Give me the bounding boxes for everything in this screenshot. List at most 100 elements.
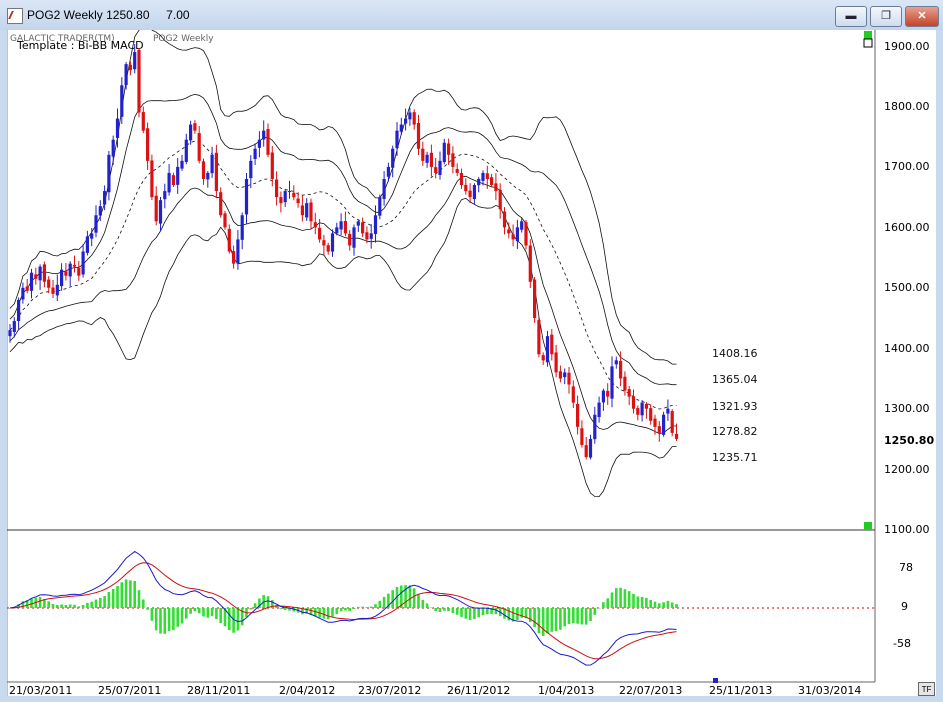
histogram-bar bbox=[331, 608, 334, 617]
macd-tick-label: -58 bbox=[893, 637, 911, 650]
candle-body bbox=[51, 287, 55, 294]
histogram-bar bbox=[339, 608, 343, 612]
histogram-bar bbox=[391, 590, 394, 608]
histogram-bar bbox=[172, 608, 175, 631]
candle-body bbox=[17, 299, 21, 322]
candle-body bbox=[214, 152, 218, 192]
candle-body bbox=[210, 154, 214, 174]
histogram-bar bbox=[103, 596, 106, 608]
histogram-bar bbox=[348, 608, 351, 612]
candle-body bbox=[640, 402, 644, 416]
candle-body bbox=[25, 286, 29, 291]
candle bbox=[68, 261, 72, 287]
histogram-bar bbox=[193, 608, 197, 612]
candle bbox=[77, 261, 81, 281]
candle bbox=[395, 122, 399, 156]
histogram-bar bbox=[271, 600, 274, 608]
candle bbox=[313, 212, 317, 235]
restore-button[interactable]: ❐ bbox=[870, 6, 902, 27]
candle bbox=[356, 219, 360, 233]
histogram-bar bbox=[266, 596, 270, 608]
histogram-bar bbox=[215, 608, 218, 619]
minimize-button[interactable]: ▬ bbox=[835, 6, 867, 27]
candle-body bbox=[227, 228, 231, 252]
candle-body bbox=[266, 129, 270, 155]
y-tick-label: 1600.00 bbox=[884, 221, 930, 234]
x-tick-label: 2/04/2012 bbox=[279, 684, 335, 696]
candle-body bbox=[421, 148, 425, 161]
candle bbox=[25, 279, 29, 294]
vendor-label: GALACTIC TRADER(TM) bbox=[10, 34, 115, 44]
x-tick-label: 25/07/2011 bbox=[98, 684, 161, 696]
histogram-bar bbox=[344, 608, 347, 611]
candle bbox=[72, 255, 77, 273]
candle-body bbox=[253, 148, 257, 159]
histogram-bar bbox=[137, 590, 141, 608]
histogram-bar bbox=[146, 608, 149, 610]
histogram-bar bbox=[292, 608, 296, 612]
chart-app-icon[interactable] bbox=[7, 8, 23, 24]
candle bbox=[606, 383, 610, 405]
candle-body bbox=[666, 408, 670, 414]
histogram-bar bbox=[421, 599, 425, 608]
macd-tick-label: 9 bbox=[901, 600, 908, 613]
histogram-bar bbox=[236, 608, 240, 631]
tf-button[interactable]: TF bbox=[918, 682, 935, 696]
candle bbox=[631, 389, 636, 414]
candle-body bbox=[490, 177, 494, 186]
candle-body bbox=[468, 190, 472, 198]
x-tick-label: 21/03/2011 bbox=[9, 684, 72, 696]
candle-body bbox=[550, 334, 554, 355]
candle-body bbox=[631, 396, 636, 409]
chart-area[interactable]: GALACTIC TRADER(TM) POG2 Weekly Template… bbox=[6, 26, 936, 697]
candle-body bbox=[176, 166, 180, 185]
candle-body bbox=[412, 112, 416, 125]
candle bbox=[459, 168, 464, 189]
candle-body bbox=[90, 233, 94, 239]
candle-body bbox=[571, 386, 575, 403]
close-button[interactable]: ✕ bbox=[905, 6, 939, 27]
candle bbox=[520, 217, 524, 233]
candle bbox=[189, 120, 193, 145]
candle bbox=[524, 219, 528, 250]
x-tick-label: 31/03/2014 bbox=[798, 684, 861, 696]
candle-body bbox=[201, 161, 206, 179]
candle bbox=[184, 133, 188, 165]
y-tick-label: 1900.00 bbox=[884, 40, 930, 53]
candle bbox=[399, 117, 403, 135]
histogram-bar bbox=[30, 597, 33, 608]
candle-body bbox=[309, 202, 313, 222]
candle-body bbox=[610, 366, 614, 399]
candle-body bbox=[335, 227, 339, 234]
candle bbox=[249, 155, 253, 189]
settings-marker[interactable] bbox=[863, 38, 873, 48]
candle-body bbox=[287, 191, 292, 193]
candle bbox=[593, 406, 597, 444]
candle bbox=[219, 187, 223, 218]
histogram-bar bbox=[627, 591, 631, 608]
histogram-bar bbox=[51, 604, 55, 608]
candle-body bbox=[206, 172, 210, 180]
title-bar[interactable]: POG2 Weekly 1250.80 7.00 ▬ ❐ ✕ bbox=[0, 0, 943, 30]
candle bbox=[94, 205, 98, 238]
candle bbox=[391, 145, 395, 178]
x-tick-label: 28/11/2011 bbox=[187, 684, 250, 696]
candle-body bbox=[120, 85, 124, 117]
histogram-bar bbox=[374, 604, 377, 608]
candle-body bbox=[365, 232, 369, 240]
candle bbox=[223, 210, 227, 230]
candle-body bbox=[619, 360, 623, 379]
candle-body bbox=[150, 160, 154, 198]
histogram-bar bbox=[675, 604, 678, 608]
candle bbox=[326, 242, 330, 255]
candle-body bbox=[373, 215, 378, 234]
histogram-bar bbox=[124, 579, 128, 608]
y-tick-label: 1500.00 bbox=[884, 281, 930, 294]
histogram-bar bbox=[197, 608, 201, 614]
histogram-bar bbox=[563, 608, 566, 627]
chart-svg[interactable]: GALACTIC TRADER(TM) POG2 Weekly Template… bbox=[6, 26, 936, 697]
macd-panel bbox=[7, 550, 875, 666]
candle-body bbox=[249, 160, 253, 179]
candle-body bbox=[72, 264, 77, 267]
candle-body bbox=[464, 184, 468, 192]
